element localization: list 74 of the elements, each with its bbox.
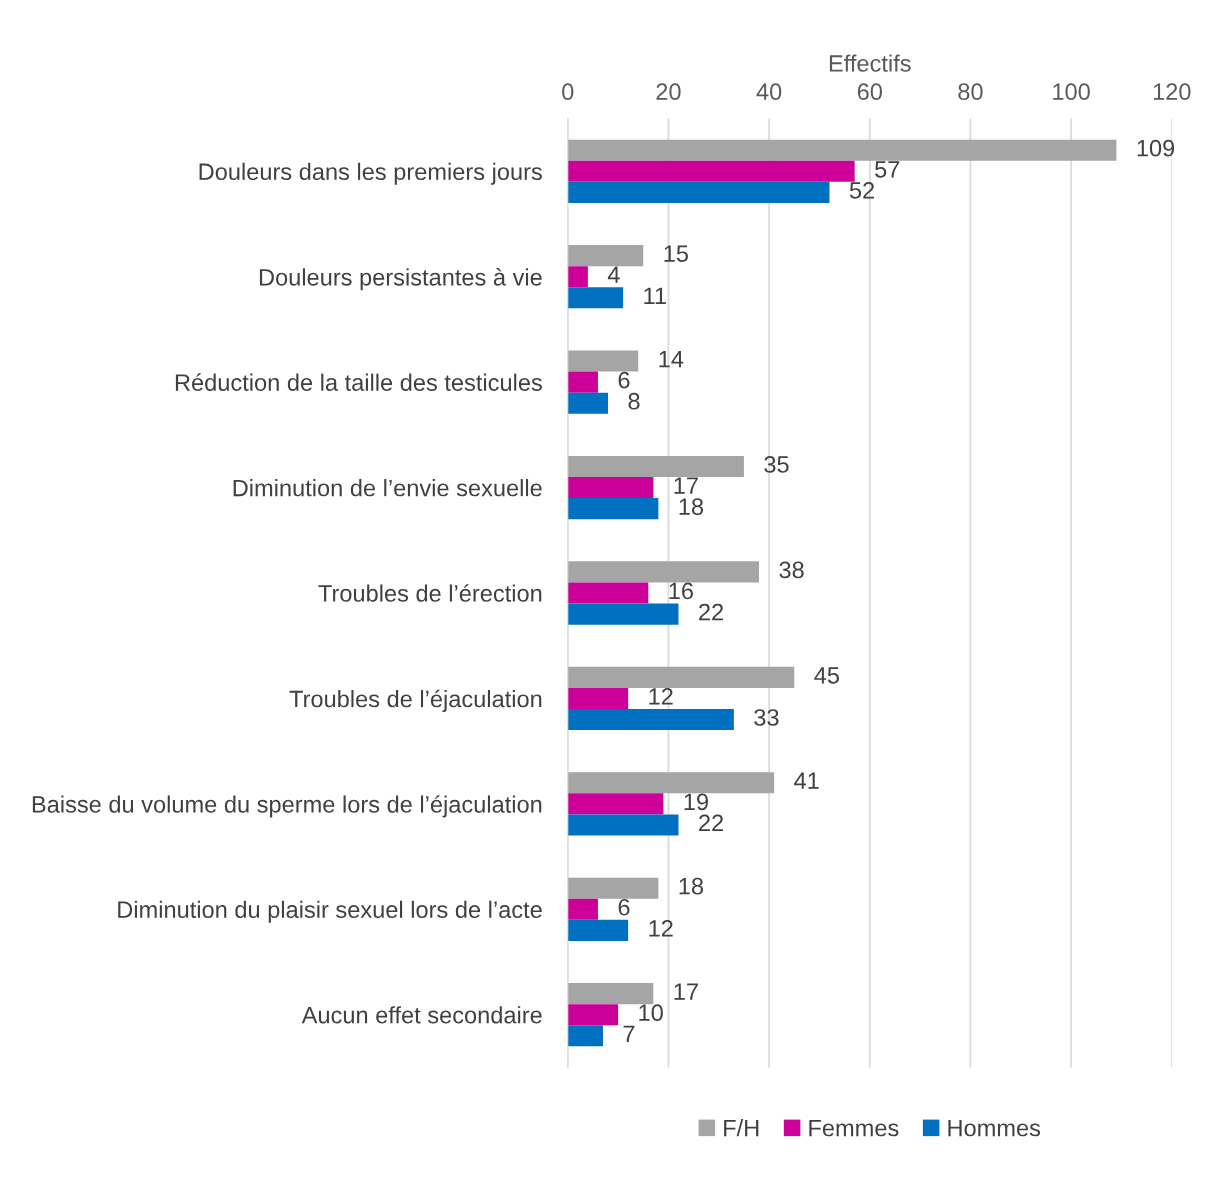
y-tick-label: Aucun effet secondaire [301,1006,542,1024]
bar [567,350,639,372]
data-label: 8 [628,392,640,410]
bar [567,561,760,583]
x-tick-label: 40 [756,83,782,101]
data-label: 12 [649,919,673,937]
x-tick-label: 120 [1153,83,1191,101]
y-tick-label: Diminution de l’envie sexuelle [233,479,542,497]
bar [567,392,609,414]
y-tick-label: Troubles de l’éjaculation [289,689,542,713]
x-tick-label: 20 [656,83,681,101]
y-tick-label: Diminution du plaisir sexuel lors de l’acte [118,900,542,923]
data-label: 11 [644,287,666,304]
bar [567,603,679,625]
bar [567,266,588,288]
data-label: 52 [849,182,875,199]
data-label: 18 [679,498,704,515]
data-label: 109 [1137,139,1175,157]
bar [567,181,830,203]
data-label: 45 [814,667,839,684]
legend-label: Hommes [948,1119,1041,1137]
data-label: 41 [794,772,819,789]
y-tick-label: Réduction de la taille des testicules [175,373,542,391]
data-label: 35 [764,456,789,473]
bar [567,245,644,267]
bar [567,877,659,899]
bar [567,455,744,478]
data-label: 17 [674,983,698,1000]
y-tick-label: Douleurs persistantes à vie [259,268,542,291]
bar [567,139,1117,161]
x-tick-label: 100 [1053,83,1090,101]
legend-label: Femmes [809,1119,899,1137]
bar [567,814,679,836]
bar [567,983,654,1005]
bar [567,708,734,731]
data-label: 17 [674,477,698,494]
data-label: 38 [779,561,804,579]
bar [567,793,664,815]
data-label: 10 [639,1004,663,1022]
data-label: 12 [649,688,673,705]
bar [567,287,624,309]
data-label: 22 [699,814,724,832]
y-tick-label: Baisse du volume du sperme lors de l’éjaculation [32,795,542,818]
data-label: 6 [618,898,630,916]
legend-label: F/H [724,1119,759,1137]
data-label: 19 [684,793,708,811]
bar [567,1025,603,1047]
data-label: 6 [618,371,630,389]
data-label: 22 [699,603,724,621]
y-tick-label: Douleurs dans les premiers jours [199,162,542,185]
data-label: 15 [664,245,688,262]
x-axis-title: Effectifs [829,54,911,72]
bar [567,498,659,520]
x-tick-label: 0 [562,83,574,101]
bar [567,1004,619,1026]
data-label: 18 [679,877,704,895]
bar [567,160,855,182]
bar [567,666,795,688]
data-label: 33 [754,709,779,726]
x-tick-label: 60 [857,83,882,101]
y-tick-label: Troubles de l’érection [318,584,542,602]
bar [567,582,649,604]
data-label: 7 [623,1025,635,1042]
data-label: 57 [875,161,900,178]
data-label: 4 [607,266,620,283]
x-tick-label: 80 [958,83,983,101]
bar [567,477,654,499]
data-label: 16 [669,582,693,600]
bar [567,898,598,920]
bar [567,371,598,393]
bar [567,687,629,709]
bar [567,772,775,794]
bar [567,919,629,941]
data-label: 14 [659,350,684,368]
